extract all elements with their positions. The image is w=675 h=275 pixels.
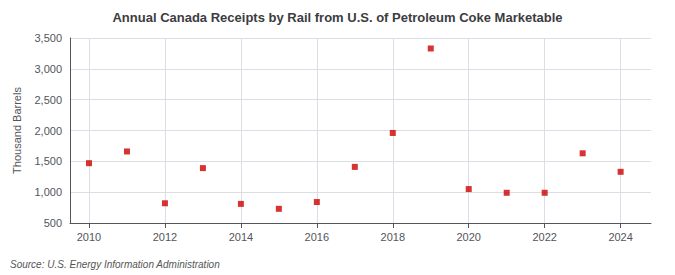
svg-text:1,500: 1,500 (34, 155, 62, 167)
svg-text:1,000: 1,000 (34, 186, 62, 198)
svg-text:2018: 2018 (381, 231, 405, 243)
svg-text:2016: 2016 (305, 231, 329, 243)
svg-text:2010: 2010 (77, 231, 101, 243)
svg-text:2,500: 2,500 (34, 94, 62, 106)
svg-text:Thousand Barrels: Thousand Barrels (11, 87, 23, 174)
svg-text:2022: 2022 (532, 231, 556, 243)
svg-text:3,500: 3,500 (34, 32, 62, 44)
svg-text:2012: 2012 (153, 231, 177, 243)
svg-text:2014: 2014 (229, 231, 253, 243)
svg-text:2,000: 2,000 (34, 125, 62, 137)
svg-text:Source: U.S. Energy Informatio: Source: U.S. Energy Information Administ… (10, 259, 220, 270)
svg-text:Annual Canada Receipts by Rail: Annual Canada Receipts by Rail from U.S.… (112, 10, 562, 25)
svg-text:3,000: 3,000 (34, 63, 62, 75)
svg-text:2024: 2024 (608, 231, 632, 243)
svg-text:2020: 2020 (456, 231, 480, 243)
svg-text:500: 500 (44, 217, 62, 229)
